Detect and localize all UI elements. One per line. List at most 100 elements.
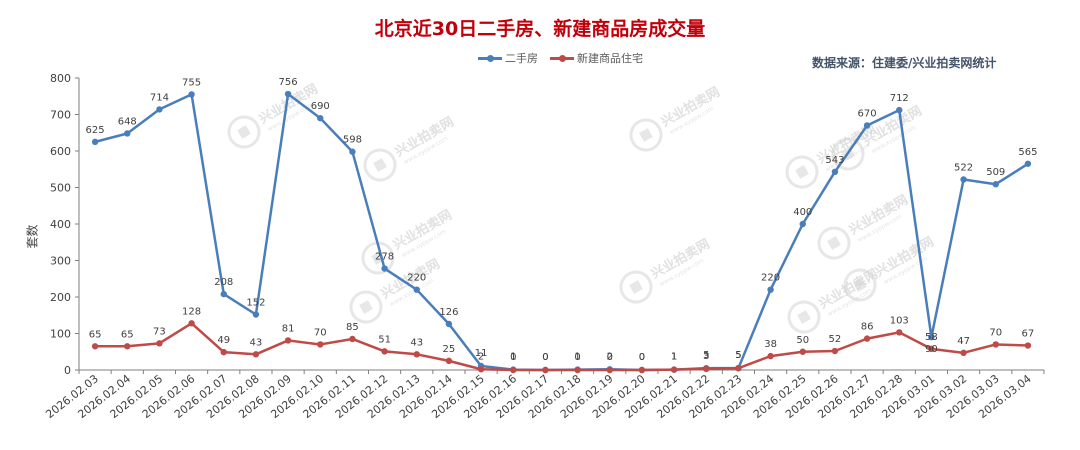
data-label-series-1: 73 xyxy=(153,326,166,337)
watermark-logo-icon xyxy=(817,226,851,260)
series-1-point xyxy=(413,351,420,358)
data-label-series-0: 2 xyxy=(607,351,613,362)
legend-swatch-series-0 xyxy=(478,53,502,63)
data-label-series-1: 65 xyxy=(121,329,134,340)
data-label-series-0: 126 xyxy=(439,307,458,318)
data-label-series-1: 43 xyxy=(410,337,423,348)
series-1-point xyxy=(349,335,356,343)
series-1-point xyxy=(381,348,388,355)
data-label-series-0: 712 xyxy=(890,93,909,104)
data-label-series-0: 220 xyxy=(761,273,780,284)
series-0-point xyxy=(91,138,99,146)
data-label-series-0: 278 xyxy=(375,252,394,263)
data-label-series-1: 70 xyxy=(314,327,327,338)
series-0-point xyxy=(896,106,903,114)
watermark-logo-mark-icon xyxy=(373,158,387,172)
data-label-series-1: 5 xyxy=(735,350,741,361)
series-0-point xyxy=(349,148,356,155)
watermark-logo-mark-icon xyxy=(797,310,811,324)
chart-title: 北京近30日二手房、新建商品房成交量 xyxy=(374,18,706,40)
series-1-point xyxy=(896,329,903,336)
series-1-point xyxy=(767,352,774,360)
series-1-point xyxy=(992,341,999,348)
series-0-point xyxy=(928,333,935,341)
data-label-series-1: 70 xyxy=(989,327,1002,338)
series-1-point xyxy=(1024,342,1032,349)
y-tick-label: 200 xyxy=(50,291,71,304)
series-0-point xyxy=(1024,160,1032,167)
y-tick-label: 600 xyxy=(50,145,71,158)
watermark-logo-icon xyxy=(227,115,261,149)
data-label-series-0: 756 xyxy=(279,77,298,88)
data-label-series-1: 81 xyxy=(282,323,295,334)
watermark-logo-icon xyxy=(831,137,865,171)
data-label-series-0: 5 xyxy=(703,350,709,361)
watermark-logo-mark-icon xyxy=(795,165,809,179)
legend-item-series-0[interactable]: 二手房 xyxy=(478,50,538,66)
data-label-series-1: 25 xyxy=(443,344,456,355)
legend-label-series-0: 二手房 xyxy=(505,52,538,65)
series-1-point xyxy=(252,351,260,358)
legend: 二手房 新建商品住宅 xyxy=(478,50,643,66)
data-label-series-0: 755 xyxy=(182,77,201,88)
data-label-series-0: 543 xyxy=(825,155,844,166)
watermark-logo-icon xyxy=(787,300,821,334)
series-1-point xyxy=(284,337,292,344)
data-label-series-0: 598 xyxy=(343,135,362,146)
legend-item-series-1[interactable]: 新建商品住宅 xyxy=(550,50,643,66)
data-label-series-1: 58 xyxy=(925,332,938,343)
data-label-series-0: 522 xyxy=(954,162,973,173)
series-0-point xyxy=(992,181,999,188)
series-layer xyxy=(91,90,1032,374)
series-1-point xyxy=(124,343,131,350)
data-label-series-0: 90 xyxy=(925,344,938,355)
watermark-logo-mark-icon xyxy=(359,300,373,314)
data-label-series-0: 0 xyxy=(542,352,548,363)
series-1-point xyxy=(638,366,646,374)
watermark-logo-icon xyxy=(843,268,877,302)
data-label-series-0: 509 xyxy=(986,167,1005,178)
watermark-logo-icon xyxy=(363,148,397,182)
data-label-series-0: 565 xyxy=(1018,147,1037,158)
data-label-series-0: 400 xyxy=(793,207,812,218)
series-1-point xyxy=(606,366,613,374)
data-label-series-1: 51 xyxy=(378,334,391,345)
series-0-point xyxy=(799,220,806,228)
data-label-series-0: 0 xyxy=(639,352,645,363)
data-label-series-1: 49 xyxy=(217,335,230,346)
watermark-logo-mark-icon xyxy=(639,128,653,142)
series-0-point xyxy=(767,286,774,293)
watermark-logo-mark-icon xyxy=(853,278,867,292)
series-0-point xyxy=(188,91,195,98)
series-1-point xyxy=(477,366,485,373)
data-label-series-1: 128 xyxy=(182,306,201,317)
series-0-point xyxy=(317,114,324,122)
watermark-logo-icon xyxy=(785,155,819,189)
series-1-point xyxy=(799,348,806,355)
y-tick-label: 400 xyxy=(50,218,71,231)
series-0-point xyxy=(220,290,227,298)
y-tick-label: 700 xyxy=(50,109,71,122)
data-label-series-0: 5 xyxy=(735,350,741,361)
series-0-point xyxy=(156,106,163,113)
watermark-logo-mark-icon xyxy=(629,280,643,294)
watermark-logo-mark-icon xyxy=(827,236,841,250)
data-label-series-1: 1 xyxy=(671,352,677,363)
series-0-point xyxy=(252,311,260,318)
watermark-logo-icon xyxy=(629,118,663,152)
data-label-series-0: 1 xyxy=(574,352,580,363)
data-label-series-1: 50 xyxy=(796,335,809,346)
series-1-point xyxy=(445,357,453,365)
series-1-point xyxy=(574,366,581,374)
data-label-series-1: 47 xyxy=(957,336,970,347)
data-label-series-1: 65 xyxy=(89,329,102,340)
data-label-series-0: 1 xyxy=(510,352,516,363)
watermark-logo-icon xyxy=(349,290,383,324)
data-label-series-1: 0 xyxy=(542,352,548,363)
